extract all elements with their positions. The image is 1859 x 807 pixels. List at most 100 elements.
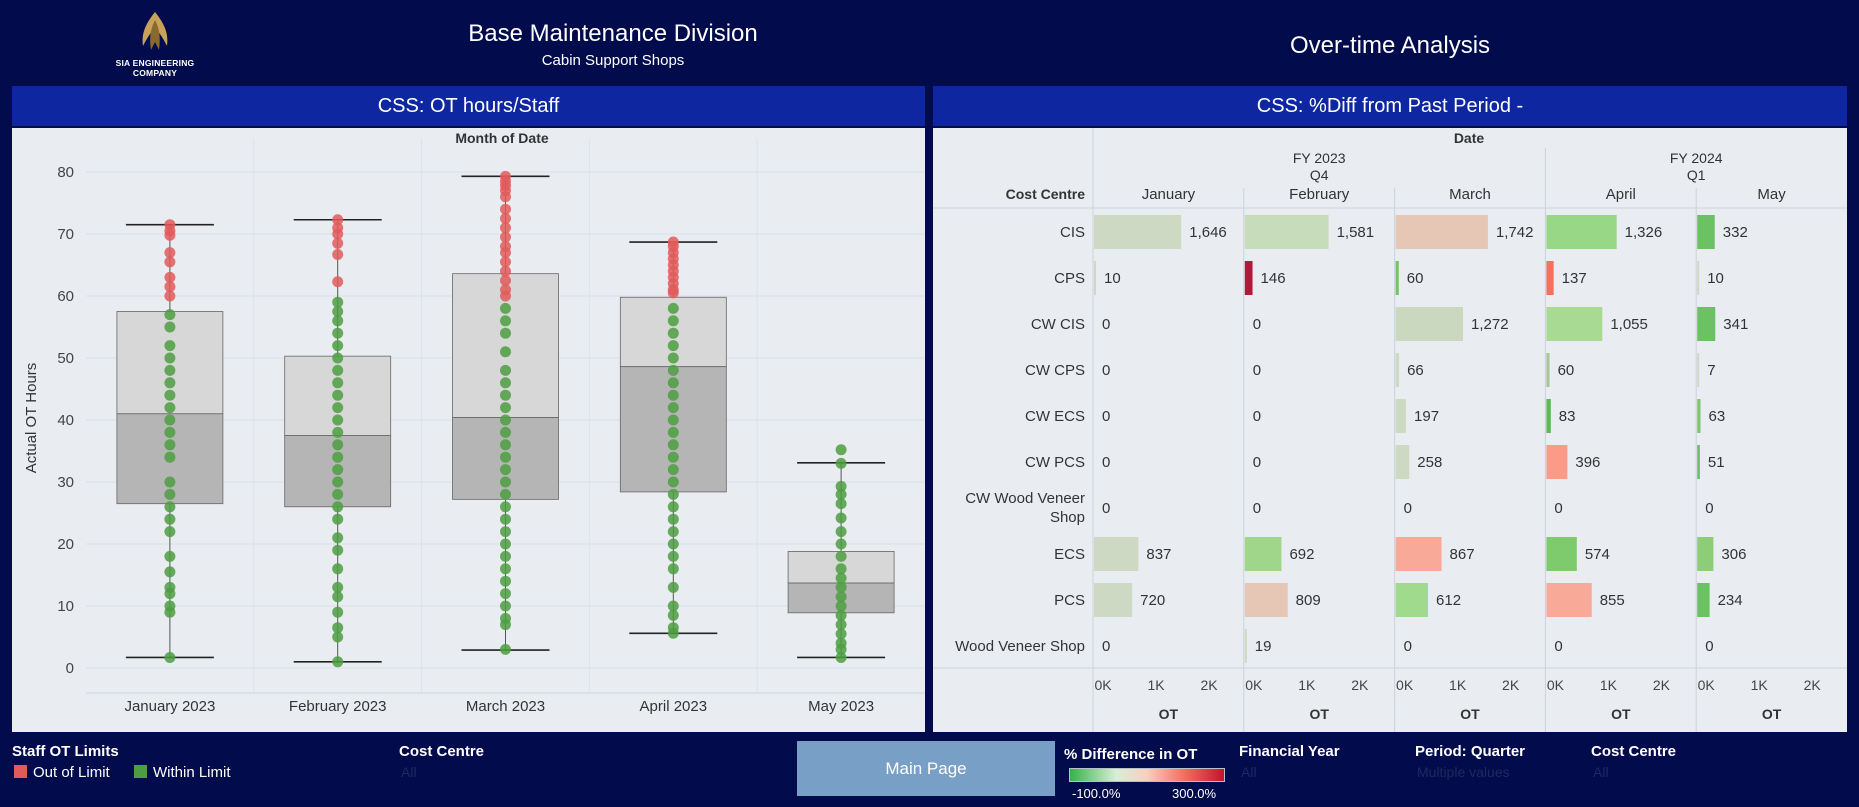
within-limit-point — [835, 538, 847, 550]
logo-text: SIA ENGINEERING COMPANY — [115, 58, 195, 78]
within-limit-point — [835, 563, 847, 575]
y-tick-label: 50 — [57, 350, 74, 367]
x-tick-label: 2K — [1653, 677, 1671, 693]
ot-value-label: 809 — [1296, 592, 1321, 609]
within-limit-point — [835, 480, 847, 492]
legend-within-limit-label: Within Limit — [153, 764, 231, 781]
ot-bar — [1546, 583, 1592, 617]
within-limit-point — [500, 315, 511, 327]
within-limit-point — [667, 414, 679, 426]
out-of-limit-point — [500, 222, 511, 234]
out-of-limit-point — [500, 247, 511, 259]
row-label: CPS — [1054, 270, 1085, 287]
out-of-limit-point — [500, 290, 511, 302]
ot-bar — [1094, 537, 1139, 571]
within-limit-point — [332, 532, 344, 544]
legend-within-limit[interactable]: Within Limit — [134, 764, 231, 781]
legend-out-of-limit[interactable]: Out of Limit — [14, 764, 110, 781]
ot-value-label: 10 — [1104, 270, 1121, 287]
filter-cost-centre-2-value[interactable]: All — [1593, 764, 1609, 780]
within-limit-point — [500, 550, 511, 562]
ot-value-label: 0 — [1102, 454, 1110, 471]
ot-hours-boxplot-panel[interactable]: Month of Date Actual OT Hours 0 10 20 30 40 50 6… — [12, 128, 925, 732]
within-limit-point — [500, 302, 511, 314]
within-limit-point — [667, 476, 679, 488]
within-limit-point — [164, 566, 176, 578]
within-limit-point — [164, 426, 176, 438]
within-limit-point — [500, 600, 511, 612]
within-limit-point — [835, 488, 847, 500]
ot-axis-label: OT — [1762, 706, 1782, 722]
within-limit-point — [835, 572, 847, 584]
out-of-limit-point — [164, 256, 176, 268]
filter-financial-year-title: Financial Year — [1239, 743, 1340, 760]
within-limit-point — [667, 627, 679, 639]
ot-value-label: 51 — [1708, 454, 1725, 471]
filter-cost-centre-value[interactable]: All — [401, 764, 417, 780]
within-limit-point — [164, 352, 176, 364]
filter-financial-year-value[interactable]: All — [1241, 764, 1257, 780]
out-of-limit-point — [667, 287, 679, 299]
ot-hours-boxplot[interactable]: Month of Date Actual OT Hours 0 10 20 30 40 50 6… — [12, 128, 925, 732]
fy2023-header: FY 2023 — [1293, 150, 1346, 166]
x-tick-label: 0K — [1245, 677, 1263, 693]
y-tick-label: 60 — [57, 288, 74, 305]
ot-value-label: 19 — [1255, 638, 1272, 655]
ot-bar — [1094, 215, 1182, 249]
ot-axis-label: OT — [1611, 706, 1631, 722]
out-of-limit-point — [164, 229, 176, 241]
ot-value-label: 7 — [1707, 362, 1715, 379]
ot-value-label: 867 — [1450, 546, 1475, 563]
within-limit-point — [332, 606, 344, 618]
ot-bar — [1395, 583, 1429, 617]
out-of-limit-point — [500, 203, 511, 215]
y-axis-title: Actual OT Hours — [23, 363, 40, 474]
ot-bar — [1395, 445, 1410, 479]
ot-bar — [1395, 307, 1464, 341]
ot-value-label: 306 — [1721, 546, 1746, 563]
within-limit-point — [500, 526, 511, 538]
ot-bar — [1244, 261, 1253, 295]
within-limit-point — [164, 476, 176, 488]
within-limit-point — [332, 581, 344, 593]
x-tick-label: 2K — [1351, 677, 1369, 693]
within-limit-point — [500, 346, 511, 358]
filter-period-quarter-value[interactable]: Multiple values — [1417, 764, 1510, 780]
within-limit-point — [500, 389, 511, 401]
ot-axis-label: OT — [1159, 706, 1179, 722]
ot-bar — [1094, 261, 1096, 295]
row-label: Shop — [1050, 509, 1085, 526]
ot-value-label: 66 — [1407, 362, 1424, 379]
y-tick-label: 30 — [57, 474, 74, 491]
within-limit-point — [500, 501, 511, 513]
q1-header: Q1 — [1687, 167, 1706, 183]
within-limit-point — [500, 588, 511, 600]
within-limit-point — [500, 364, 511, 376]
within-limit-point — [332, 439, 344, 451]
ot-value-label: 1,055 — [1610, 316, 1648, 333]
within-limit-point — [332, 377, 344, 389]
ot-bar — [1395, 215, 1488, 249]
within-limit-point — [332, 296, 344, 308]
ot-hours-panel-title: CSS: OT hours/Staff — [12, 86, 925, 126]
within-limit-point — [667, 538, 679, 550]
main-page-button[interactable]: Main Page — [797, 741, 1055, 796]
ot-value-label: 0 — [1705, 638, 1713, 655]
ot-value-label: 396 — [1575, 454, 1600, 471]
ot-bar — [1094, 583, 1133, 617]
ot-bar — [1697, 445, 1700, 479]
ot-bar — [1546, 445, 1568, 479]
within-limit-point — [164, 321, 176, 333]
within-limit-point — [500, 538, 511, 550]
row-label: PCS — [1054, 592, 1085, 609]
x-tick-label: 2K — [1200, 677, 1218, 693]
ot-bar — [1697, 537, 1714, 571]
ot-axis-label: OT — [1460, 706, 1480, 722]
diff-bar-table-panel[interactable]: Date FY 2023 Q4 FY 2024 Q1 Cost Centre January… — [933, 128, 1847, 732]
within-limit-point — [667, 315, 679, 327]
filter-cost-centre-2-title: Cost Centre — [1591, 743, 1677, 760]
within-limit-point — [332, 402, 344, 414]
within-limit-point — [164, 439, 176, 451]
out-of-limit-point — [500, 265, 511, 277]
